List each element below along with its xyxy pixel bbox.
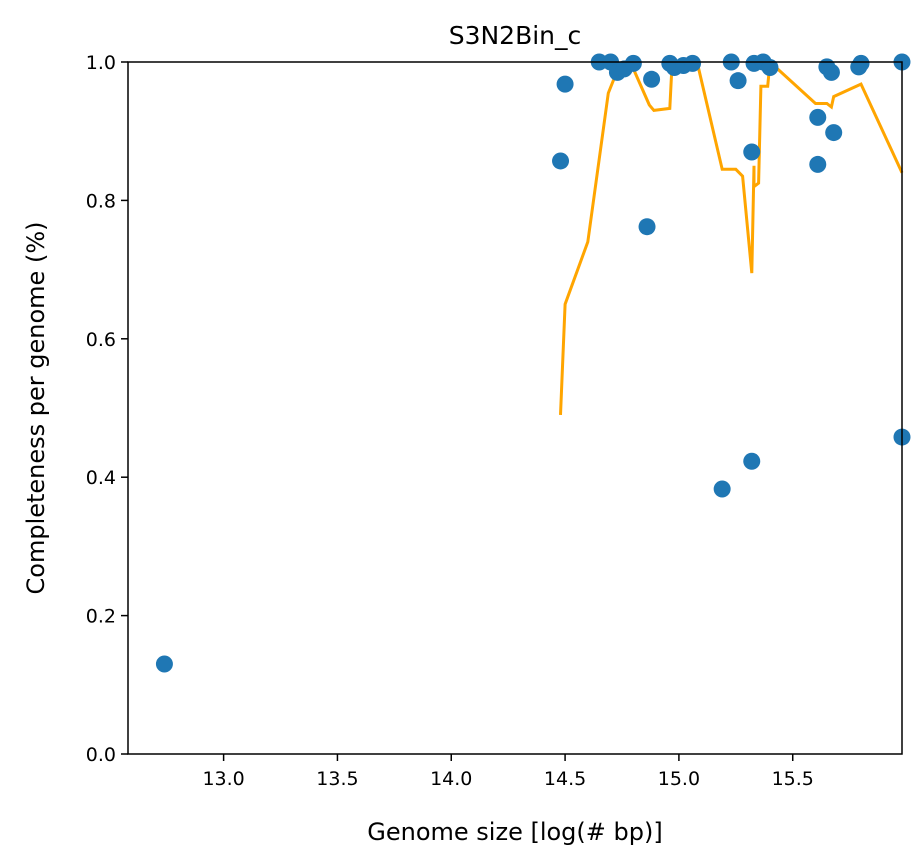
scatter-point <box>638 218 656 236</box>
x-tick-label: 14.0 <box>430 768 472 790</box>
y-tick-label: 0.4 <box>86 467 116 489</box>
series-line <box>559 58 904 415</box>
y-axis-label: Completeness per genome (%) <box>22 222 50 595</box>
y-tick-label: 1.0 <box>86 52 116 74</box>
scatter-point <box>743 143 761 161</box>
y-tick-label: 0.2 <box>86 606 116 628</box>
plot-area <box>155 53 911 673</box>
scatter-point <box>713 480 731 498</box>
x-tick-label: 14.5 <box>544 768 586 790</box>
scatter-point <box>809 155 827 173</box>
plot-frame <box>127 61 903 755</box>
y-tick-label: 0.8 <box>86 190 116 212</box>
x-tick-label: 15.5 <box>772 768 814 790</box>
y-tick-label: 0.6 <box>86 329 116 351</box>
scatter-point <box>556 75 574 93</box>
scatter-point <box>852 54 870 72</box>
x-axis: 13.0 13.5 14.0 14.5 15.0 15.5 <box>202 754 814 790</box>
scatter-point <box>761 59 779 77</box>
x-tick-label: 13.0 <box>202 768 244 790</box>
scatter-point <box>822 63 840 81</box>
x-tick-label: 15.0 <box>658 768 700 790</box>
scatter-point <box>743 452 761 470</box>
y-axis: 0.0 0.2 0.4 0.6 0.8 1.0 <box>86 52 128 766</box>
scatter-point <box>624 54 642 72</box>
chart-title: S3N2Bin_c <box>449 21 582 50</box>
scatter-point <box>809 108 827 126</box>
x-axis-label: Genome size [log(# bp)] <box>367 818 662 846</box>
x-tick-label: 13.5 <box>316 768 358 790</box>
scatter-point <box>729 72 747 90</box>
y-tick-label: 0.0 <box>86 744 116 766</box>
scatter-point <box>552 152 570 170</box>
scatter-point <box>155 655 173 673</box>
scatter-point <box>825 124 843 142</box>
scatter-point <box>643 70 661 88</box>
scatter-point <box>684 54 702 72</box>
